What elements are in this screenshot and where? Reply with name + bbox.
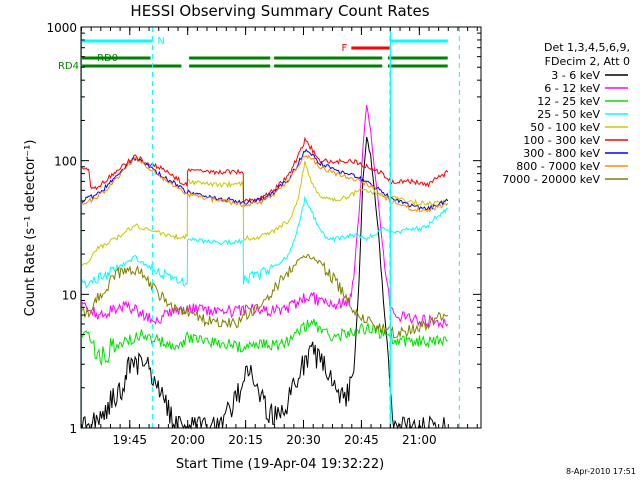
legend-header-line-2: FDecim 2, Att 0: [545, 55, 630, 68]
legend: Det 1,3,4,5,6,9, FDecim 2, Att 0 3 - 6 k…: [502, 41, 630, 186]
y-axis-label: Count Rate (s⁻¹ detector⁻¹): [23, 140, 38, 317]
tick-labels: 19:45 20:00 20:15 20:30 20:45 21:00 1 10 100 1000: [46, 21, 436, 447]
y-tick-label: 10: [62, 288, 77, 302]
series-line-3-6-kev: [81, 136, 448, 430]
y-tick-label: 100: [54, 155, 77, 169]
bar-f-0: [351, 46, 390, 50]
series-line-6-12-kev: [80, 104, 449, 329]
x-tick-label: 20:15: [228, 433, 263, 447]
annotation-label-rd4: RD4: [58, 61, 79, 72]
bar-rd0-0: [81, 56, 151, 60]
legend-label-25-50-kev: 25 - 50 keV: [537, 108, 600, 121]
series-line-100-300-kev: [80, 136, 449, 203]
x-tick-label: 20:45: [344, 433, 379, 447]
x-tick-label: 19:45: [112, 433, 147, 447]
annotation-label-rd0: RD0: [97, 53, 118, 64]
x-tick-label: 20:00: [170, 433, 205, 447]
plot-frame: [80, 26, 482, 429]
series-line-800-7000-kev: [80, 154, 449, 213]
bar-rd4-3: [387, 64, 448, 68]
series-line-12-25-kev: [80, 318, 448, 367]
series-line-50-100-kev: [80, 160, 449, 266]
chart-title: HESSI Observing Summary Count Rates: [130, 2, 429, 20]
legend-label-100-300-kev: 100 - 300 keV: [523, 134, 600, 147]
annotation-layer: N F RD0 RD4: [58, 27, 460, 428]
bar-rd4-0: [81, 64, 182, 68]
bar-rd0-1: [189, 56, 271, 60]
legend-header-line-1: Det 1,3,4,5,6,9,: [544, 41, 630, 54]
series-layer: [80, 104, 449, 430]
legend-label-7000-20000-kev: 7000 - 20000 keV: [502, 173, 600, 186]
annotation-label-n: N: [157, 36, 164, 47]
legend-label-50-100-kev: 50 - 100 keV: [530, 121, 600, 134]
bar-n-0: [81, 39, 153, 43]
legend-label-3-6-kev: 3 - 6 keV: [551, 69, 600, 82]
annotation-label-f: F: [342, 43, 348, 54]
bar-rd4-1: [189, 64, 271, 68]
y-tick-label: 1000: [46, 21, 77, 35]
x-axis-label: Start Time (19-Apr-04 19:32:22): [176, 457, 384, 472]
bar-rd0-3: [387, 56, 448, 60]
legend-label-6-12-kev: 6 - 12 keV: [544, 82, 600, 95]
legend-label-12-25-kev: 12 - 25 keV: [537, 95, 600, 108]
axis-ticks: [81, 26, 481, 429]
legend-label-300-800-kev: 300 - 800 keV: [523, 147, 600, 160]
bar-rd0-2: [274, 56, 383, 60]
footer-date: 8-Apr-2010 17:51: [566, 467, 636, 476]
x-tick-label: 21:00: [402, 433, 437, 447]
bar-n-1: [389, 39, 448, 43]
x-tick-label: 20:30: [286, 433, 321, 447]
legend-label-800-7000-kev: 800 - 7000 keV: [516, 160, 600, 173]
y-tick-label: 1: [69, 422, 77, 436]
series-line-25-50-kev: [80, 195, 448, 289]
series-line-7000-20000-kev: [80, 254, 449, 339]
bar-rd4-2: [274, 64, 383, 68]
